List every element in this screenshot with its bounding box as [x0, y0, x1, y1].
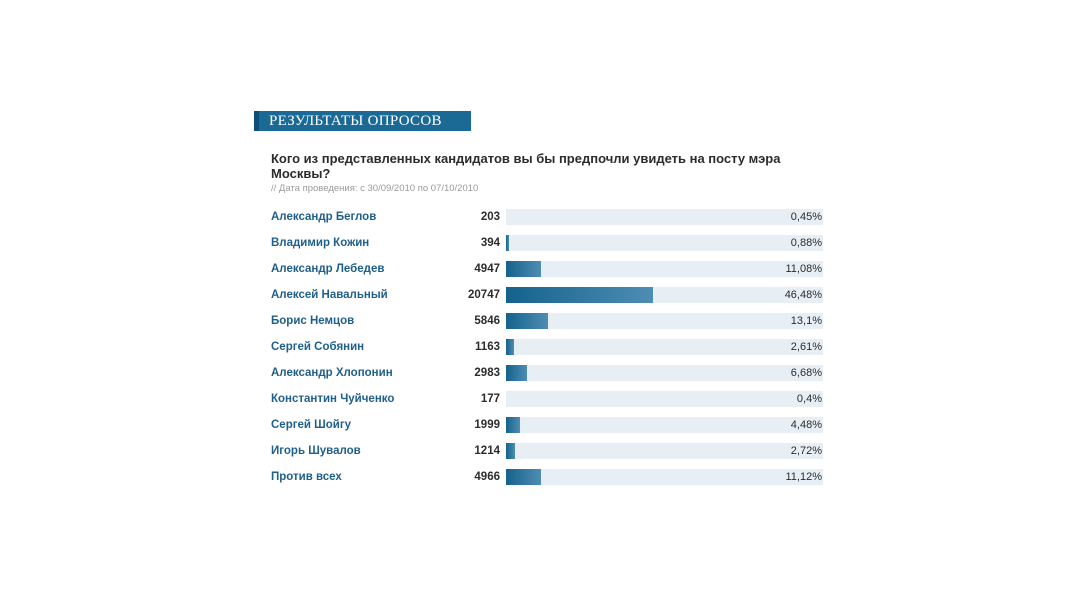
percent-label: 11,12% [785, 471, 823, 483]
result-row: Александр Лебедев 4947 11,08% [0, 261, 1080, 277]
bar-track [506, 443, 823, 459]
percent-label: 6,68% [790, 367, 822, 379]
percent-label: 0,88% [790, 237, 822, 249]
percent-label: 11,08% [785, 263, 823, 275]
percent-label: 0,45% [790, 211, 822, 223]
candidate-name[interactable]: Владимир Кожин [271, 237, 370, 249]
vote-count: 1214 [474, 445, 500, 457]
bar [506, 261, 541, 277]
candidate-name[interactable]: Алексей Навальный [271, 289, 388, 301]
bar [506, 443, 515, 459]
result-row: Сергей Шойгу 1999 4,48% [0, 417, 1080, 433]
vote-count: 4966 [474, 471, 500, 483]
result-row: Борис Немцов 5846 13,1% [0, 313, 1080, 329]
vote-count: 394 [480, 237, 500, 249]
bar-track [506, 209, 823, 225]
vote-count: 203 [480, 211, 500, 223]
bar [506, 469, 541, 485]
percent-label: 46,48% [784, 289, 822, 301]
vote-count: 20747 [468, 289, 500, 301]
candidate-name[interactable]: Сергей Собянин [271, 341, 365, 353]
result-row: Против всех 4966 11,12% [0, 469, 1080, 485]
vote-count: 5846 [474, 315, 500, 327]
result-row: Алексей Навальный 20747 46,48% [0, 287, 1080, 303]
bar [506, 339, 514, 355]
candidate-name[interactable]: Сергей Шойгу [271, 419, 352, 431]
section-title: РЕЗУЛЬТАТЫ ОПРОСОВ [269, 113, 442, 129]
result-row: Сергей Собянин 1163 2,61% [0, 339, 1080, 355]
vote-count: 4947 [474, 263, 500, 275]
bar [506, 287, 653, 303]
header-accent [254, 111, 259, 131]
percent-label: 4,48% [790, 419, 822, 431]
percent-label: 0,4% [796, 393, 822, 405]
candidate-name[interactable]: Против всех [271, 471, 342, 483]
candidate-name[interactable]: Александр Лебедев [271, 263, 385, 275]
bar-track [506, 365, 823, 381]
percent-label: 2,61% [790, 341, 822, 353]
poll-results-header: РЕЗУЛЬТАТЫ ОПРОСОВ [254, 111, 471, 131]
bar-track [506, 235, 823, 251]
vote-count: 177 [480, 393, 500, 405]
result-row: Владимир Кожин 394 0,88% [0, 235, 1080, 251]
result-row: Александр Хлопонин 2983 6,68% [0, 365, 1080, 381]
poll-date: // Дата проведения: с 30/09/2010 по 07/1… [271, 183, 479, 194]
result-row: Александр Беглов 203 0,45% [0, 209, 1080, 225]
vote-count: 1999 [474, 419, 500, 431]
bar-track [506, 287, 823, 303]
bar [506, 365, 527, 381]
candidate-name[interactable]: Александр Беглов [271, 211, 377, 223]
candidate-name[interactable]: Борис Немцов [271, 315, 355, 327]
bar [506, 417, 520, 433]
poll-question: Кого из представленных кандидатов вы бы … [271, 151, 781, 181]
percent-label: 13,1% [790, 315, 822, 327]
vote-count: 1163 [475, 341, 500, 353]
bar [506, 235, 509, 251]
percent-label: 2,72% [790, 445, 822, 457]
result-row: Игорь Шувалов 1214 2,72% [0, 443, 1080, 459]
bar-track [506, 469, 823, 485]
bar-track [506, 339, 823, 355]
candidate-name[interactable]: Игорь Шувалов [271, 445, 361, 457]
bar-track [506, 391, 823, 407]
bar-track [506, 261, 823, 277]
bar-track [506, 313, 823, 329]
vote-count: 2983 [474, 367, 500, 379]
candidate-name[interactable]: Константин Чуйченко [271, 393, 395, 405]
result-row: Константин Чуйченко 177 0,4% [0, 391, 1080, 407]
bar-track [506, 417, 823, 433]
candidate-name[interactable]: Александр Хлопонин [271, 367, 393, 379]
bar [506, 313, 548, 329]
